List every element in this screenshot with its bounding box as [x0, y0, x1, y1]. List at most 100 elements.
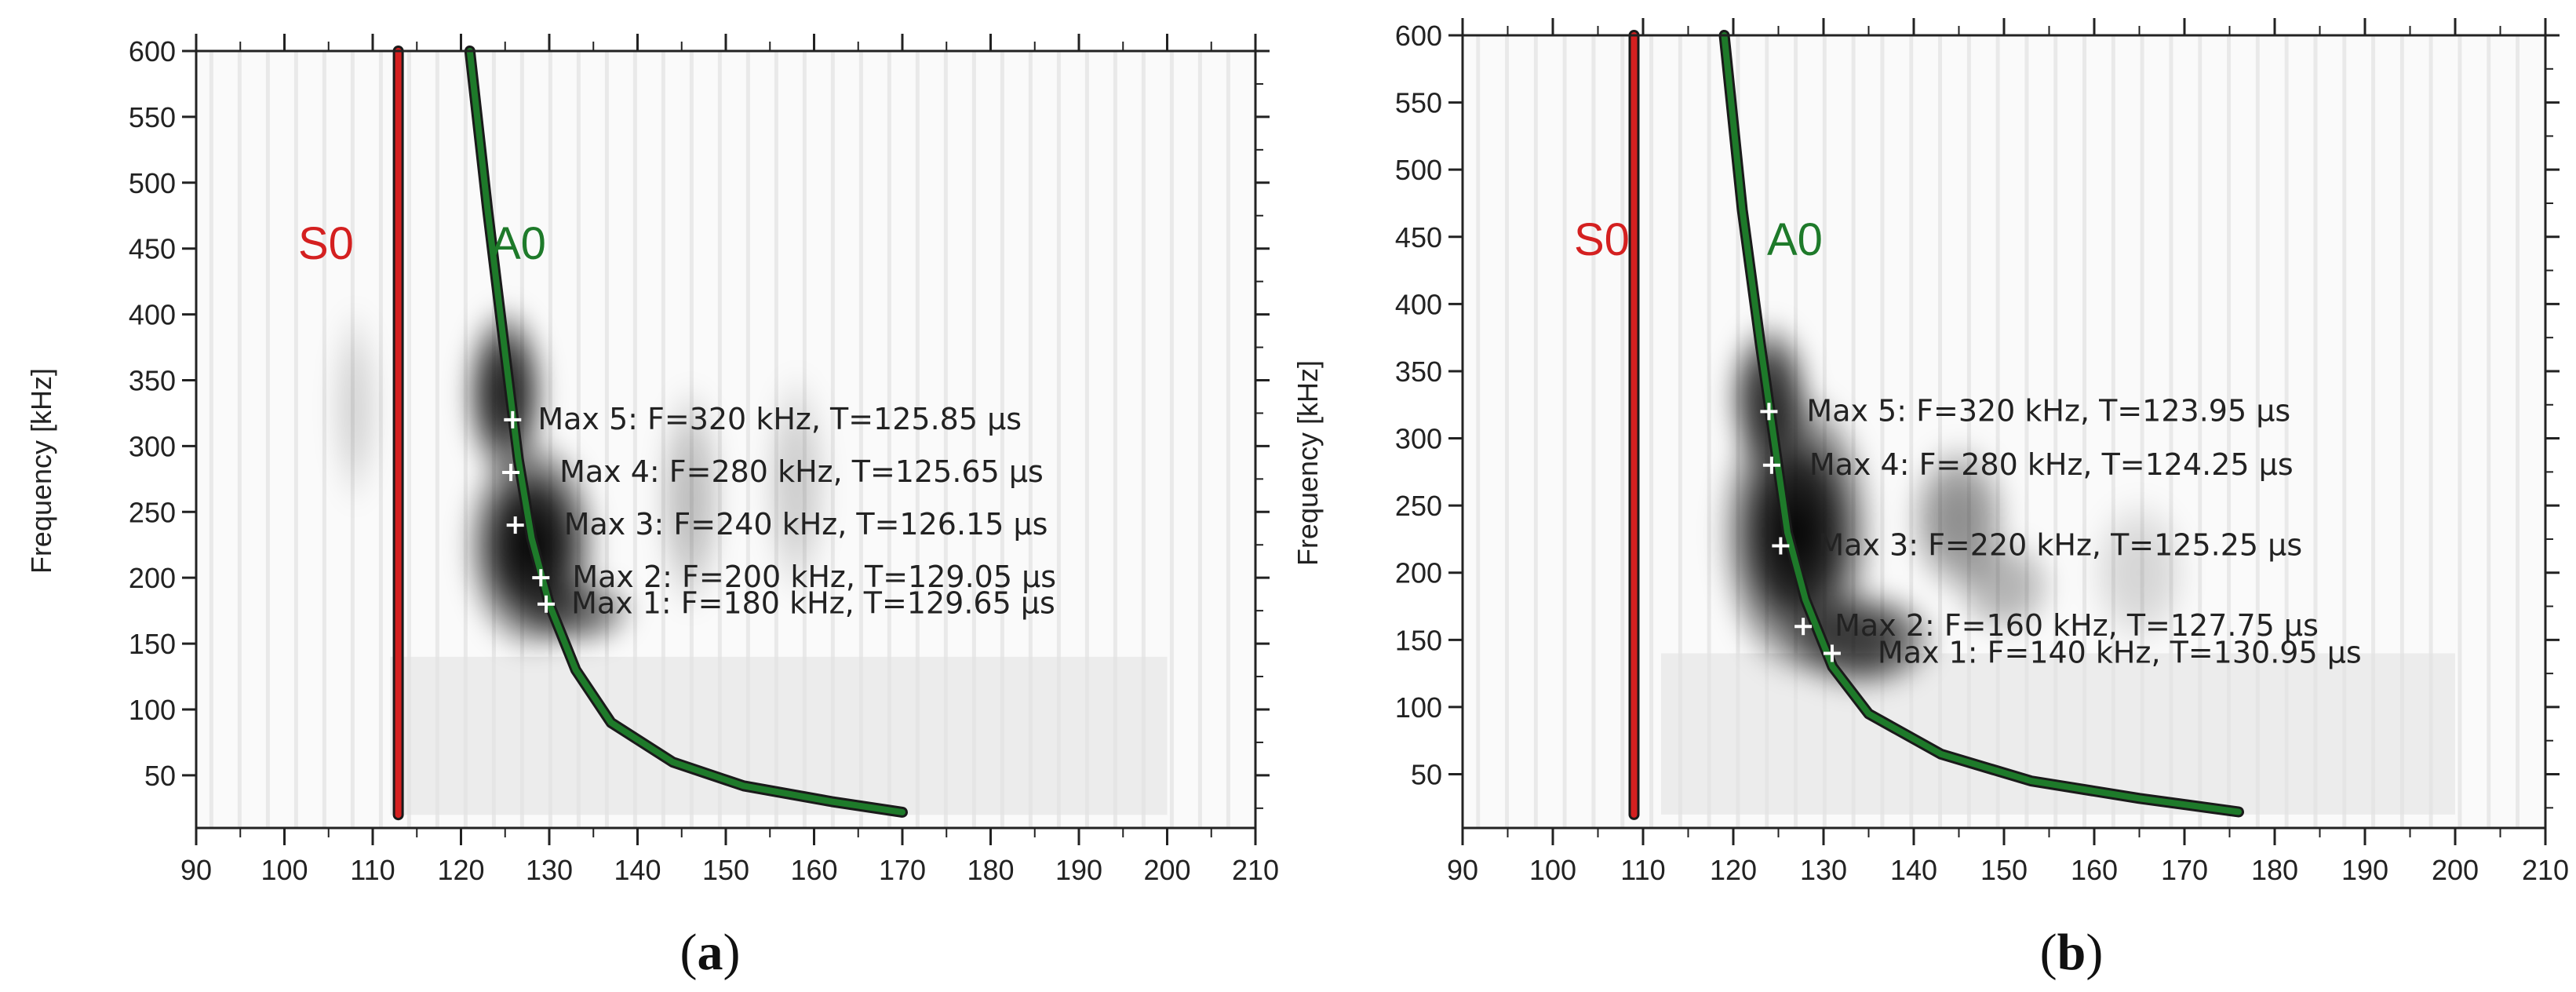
x-tick-label: 150	[702, 854, 749, 886]
maximum-marker: Max 2: F=160 kHz, T=127.75 µs	[1794, 608, 2319, 643]
texture-streak	[2313, 35, 2318, 828]
texture-streak	[322, 51, 326, 828]
y-tick-label: 200	[1395, 557, 1442, 589]
texture-streak	[2399, 35, 2404, 828]
panel-label-open: (	[2040, 924, 2057, 981]
texture-streak	[2053, 35, 2058, 828]
maximum-marker: Max 5: F=320 kHz, T=123.95 µs	[1760, 393, 2290, 428]
panel-b: S0 A0 Max 5: F=320 kHz, T=123.95 µs Max 4…	[1292, 18, 2569, 981]
panel-label-open: (	[680, 924, 698, 981]
x-tick-label: 110	[1620, 854, 1665, 886]
texture-streak	[2516, 35, 2520, 828]
mode-label-s0: S0	[298, 218, 354, 269]
y-tick-label: 400	[129, 299, 176, 331]
x-tick-label: 200	[2432, 854, 2479, 886]
x-tick-label: 180	[2251, 854, 2298, 886]
texture-streak	[2082, 35, 2087, 828]
texture-streak	[915, 51, 920, 828]
texture-streak	[1084, 51, 1089, 828]
texture-streak	[2140, 35, 2144, 828]
mode-label-a0: A0	[490, 218, 546, 269]
mode-label-s0: S0	[1574, 214, 1630, 265]
y-tick-label: 450	[129, 233, 176, 265]
curve-a0	[1721, 32, 2242, 815]
texture-streak	[2111, 35, 2115, 828]
texture-streak	[2255, 35, 2260, 828]
texture-streak	[2487, 35, 2491, 828]
texture-streak	[1591, 35, 1596, 828]
y-tick-label: 50	[144, 760, 176, 792]
texture-streak	[1169, 51, 1174, 828]
texture-streak	[943, 51, 948, 828]
texture-streak	[1226, 51, 1230, 828]
y-axis-title: Frequency [kHz]	[25, 368, 57, 574]
energy-blob	[2085, 492, 2194, 654]
x-tick-label: 170	[879, 854, 926, 886]
x-tick-label: 160	[790, 854, 837, 886]
x-tick-label: 120	[437, 854, 484, 886]
x-tick-label: 210	[1232, 854, 1279, 886]
maximum-label: Max 3: F=220 kHz, T=125.25 µs	[1818, 528, 2302, 563]
panel-label: (b)	[2040, 924, 2104, 981]
energy-blob	[1950, 532, 2058, 640]
maximum-marker: Max 1: F=140 kHz, T=130.95 µs	[1823, 635, 2362, 669]
maximum-marker: Max 2: F=200 kHz, T=129.05 µs	[532, 560, 1056, 594]
y-tick-label: 200	[129, 562, 176, 594]
x-tick-label: 160	[2071, 854, 2118, 886]
texture-streak	[971, 51, 976, 828]
y-tick-label: 100	[129, 694, 176, 726]
texture-streak	[237, 51, 242, 828]
texture-streak	[1000, 51, 1004, 828]
y-tick-label: 550	[1395, 87, 1442, 119]
texture-streak	[406, 51, 411, 828]
x-tick-label: 90	[1447, 854, 1478, 886]
texture-streak	[858, 51, 863, 828]
x-tick-label: 170	[2161, 854, 2208, 886]
texture-streak	[1938, 35, 1943, 828]
texture-streak	[265, 51, 270, 828]
texture-streak	[2024, 35, 2029, 828]
texture-streak	[632, 51, 637, 828]
texture-streak	[887, 51, 891, 828]
maximum-label: Max 2: F=200 kHz, T=129.05 µs	[572, 560, 1056, 594]
maximum-label: Max 5: F=320 kHz, T=123.95 µs	[1806, 393, 2290, 428]
texture-streak	[2428, 35, 2433, 828]
texture-streak	[2169, 35, 2173, 828]
maximum-marker: Max 3: F=220 kHz, T=125.25 µs	[1772, 528, 2302, 563]
x-tick-label: 130	[1800, 854, 1847, 886]
x-tick-label: 140	[1890, 854, 1937, 886]
y-tick-label: 500	[129, 167, 176, 199]
maximum-marker: Max 3: F=240 kHz, T=126.15 µs	[506, 507, 1048, 542]
maximum-label: Max 1: F=180 kHz, T=129.65 µs	[571, 586, 1055, 621]
y-tick-label: 350	[129, 364, 176, 396]
y-tick-label: 500	[1395, 154, 1442, 186]
texture-streak	[1113, 51, 1117, 828]
y-tick-label: 250	[129, 496, 176, 528]
texture-streak	[830, 51, 835, 828]
y-tick-label: 250	[1395, 490, 1442, 522]
y-tick-label: 600	[129, 35, 176, 67]
y-tick-label: 300	[1395, 423, 1442, 455]
texture-streak	[378, 51, 383, 828]
maximum-label: Max 5: F=320 kHz, T=125.85 µs	[537, 402, 1022, 436]
panel-label-close: )	[2086, 924, 2103, 981]
panel-label-close: )	[723, 924, 741, 981]
texture-streak	[1476, 35, 1481, 828]
x-tick-label: 180	[967, 854, 1014, 886]
y-tick-label: 50	[1411, 759, 1442, 791]
texture-streak	[1533, 35, 1538, 828]
panel-a: S0 A0 Max 5: F=320 kHz, T=125.85 µs Max 4…	[25, 34, 1279, 981]
texture-streak	[604, 51, 609, 828]
x-tick-label: 100	[1529, 854, 1576, 886]
x-tick-label: 100	[261, 854, 308, 886]
panel-letter: a	[698, 924, 723, 981]
y-axis-title: Frequency [kHz]	[1292, 360, 1324, 566]
texture-streak	[2284, 35, 2289, 828]
texture-streak	[1880, 35, 1885, 828]
texture-streak	[1028, 51, 1033, 828]
x-tick-label: 140	[614, 854, 661, 886]
texture-streak	[209, 51, 213, 828]
maximum-marker: Max 5: F=320 kHz, T=125.85 µs	[504, 402, 1022, 436]
panel-letter: b	[2057, 924, 2086, 981]
